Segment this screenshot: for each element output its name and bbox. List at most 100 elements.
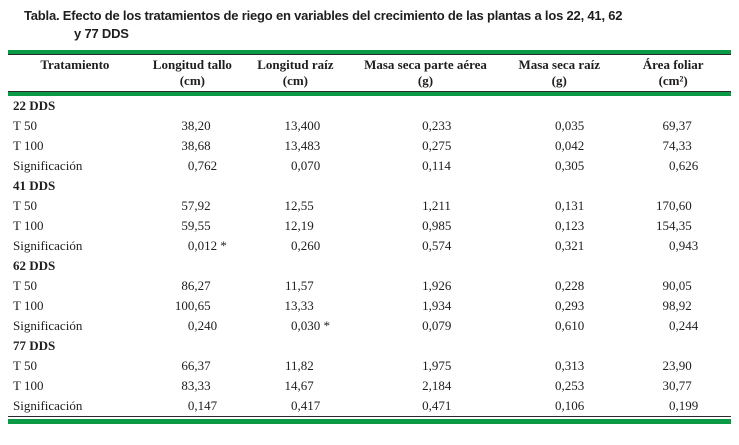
- treatment-label: Significación: [13, 318, 83, 333]
- value-cell: 0,244: [615, 316, 731, 336]
- treatment-label: T 50: [13, 198, 37, 213]
- value-cell: 0,943: [615, 236, 731, 256]
- value-frac-part: ,106: [561, 398, 585, 413]
- treatment-label: T 100: [13, 138, 44, 153]
- value-int-part: 83: [181, 378, 195, 393]
- column-header-masa-seca-parte-aerea: Masa seca parte aérea (g): [348, 55, 503, 91]
- column-label: Masa seca parte aérea: [364, 57, 487, 72]
- column-unit: (cm): [179, 73, 205, 88]
- value-int-part: 59: [181, 218, 195, 233]
- value-int-part: 0: [555, 358, 562, 373]
- value-int-part: 57: [181, 198, 195, 213]
- value-frac-part: ,985: [428, 218, 452, 233]
- value-cell: 2,184: [348, 376, 503, 396]
- value-frac-part: ,20: [194, 118, 211, 133]
- column-unit: (g): [551, 73, 567, 88]
- value-int-part: 74: [662, 138, 676, 153]
- value-frac-part: ,199: [675, 398, 699, 413]
- value-frac-part: ,244: [675, 318, 699, 333]
- column-label: Tratamiento: [40, 57, 110, 72]
- value-cell: 0,012 *: [142, 236, 243, 256]
- column-label: Masa seca raíz: [518, 57, 601, 72]
- value-frac-part: ,293: [561, 298, 585, 313]
- value-frac-part: ,240: [194, 318, 218, 333]
- section-label: 77 DDS: [13, 338, 56, 353]
- value-cell: 38,20: [142, 116, 243, 136]
- value-cell: 0,260: [243, 236, 348, 256]
- section-row: 41 DDS: [8, 176, 731, 196]
- value-int-part: 90: [662, 278, 676, 293]
- value-int-part: 13: [284, 138, 298, 153]
- value-int-part: 23: [662, 358, 676, 373]
- table-caption-line2: y 77 DDS: [74, 26, 129, 41]
- treatment-label: T 100: [13, 298, 44, 313]
- value-cell: 0,079: [348, 316, 503, 336]
- value-int-part: 100: [174, 298, 195, 313]
- value-int-part: 86: [181, 278, 195, 293]
- data-row: T 100 38,68 13,483 0,275 0,042 74,33: [8, 136, 731, 156]
- data-row: Significación 0,762 0,070 0,114 0,305 0,626: [8, 156, 731, 176]
- value-frac-part: ,19: [297, 218, 314, 233]
- value-cell: 170,60: [615, 196, 731, 216]
- top-rule: [8, 50, 731, 55]
- column-header-area-foliar: Área foliar (cm²): [615, 55, 731, 91]
- value-frac-part: ,313: [561, 358, 585, 373]
- value-int-part: 69: [662, 118, 676, 133]
- table-container: Tratamiento Longitud tallo (cm) Longitud…: [8, 50, 731, 424]
- value-int-part: 0: [422, 318, 429, 333]
- value-frac-part: ,079: [428, 318, 452, 333]
- value-int-part: 0: [422, 238, 429, 253]
- value-cell: 13,33: [243, 296, 348, 316]
- treatment-label: T 50: [13, 118, 37, 133]
- value-frac-part: ,926: [428, 278, 452, 293]
- column-label: Longitud tallo: [152, 57, 232, 72]
- value-cell: 0,574: [348, 236, 503, 256]
- value-cell: 0,123: [503, 216, 615, 236]
- value-int-part: 0: [668, 158, 676, 173]
- value-cell: 23,90: [615, 356, 731, 376]
- value-int-part: 0: [187, 318, 195, 333]
- value-cell: 74,33: [615, 136, 731, 156]
- value-int-part: 11: [284, 278, 298, 293]
- value-int-part: 0: [555, 278, 562, 293]
- value-int-part: 0: [422, 158, 429, 173]
- value-frac-part: ,253: [561, 378, 585, 393]
- value-int-part: 98: [662, 298, 676, 313]
- data-row: T 50 38,20 13,400 0,233 0,035 69,37: [8, 116, 731, 136]
- value-frac-part: ,67: [297, 378, 314, 393]
- value-frac-part: ,92: [675, 298, 692, 313]
- value-frac-part: ,610: [561, 318, 585, 333]
- value-cell: 0,070: [243, 156, 348, 176]
- data-row: Significación 0,012 * 0,260 0,574 0,321 0,943: [8, 236, 731, 256]
- column-unit: (cm): [282, 73, 309, 88]
- data-row: T 100 83,33 14,67 2,184 0,253 30,77: [8, 376, 731, 396]
- value-int-part: 170: [655, 198, 676, 213]
- value-cell: 0,147: [142, 396, 243, 416]
- value-frac-part: ,55: [194, 218, 211, 233]
- section-row: 22 DDS: [8, 96, 731, 116]
- value-cell: 0,030 *: [243, 316, 348, 336]
- value-frac-part: ,070: [297, 158, 321, 173]
- value-int-part: 0: [555, 218, 562, 233]
- value-cell: 0,106: [503, 396, 615, 416]
- value-int-part: 0: [290, 398, 298, 413]
- value-frac-part: ,260: [297, 238, 321, 253]
- value-cell: 0,275: [348, 136, 503, 156]
- value-int-part: 0: [422, 118, 429, 133]
- column-header-longitud-tallo: Longitud tallo (cm): [142, 55, 243, 91]
- value-cell: 0,610: [503, 316, 615, 336]
- value-cell: 11,82: [243, 356, 348, 376]
- treatment-label: T 100: [13, 218, 44, 233]
- value-cell: 14,67: [243, 376, 348, 396]
- value-cell: 0,417: [243, 396, 348, 416]
- body-table: 22 DDS T 50 38,20 13,400 0,233 0,035 69,37 T 10…: [8, 96, 731, 416]
- value-int-part: 11: [284, 358, 298, 373]
- value-frac-part: ,030 *: [297, 318, 330, 333]
- section-label: 22 DDS: [13, 98, 56, 113]
- column-header-tratamiento: Tratamiento: [8, 55, 142, 91]
- value-int-part: 1: [422, 278, 429, 293]
- column-header-masa-seca-raiz: Masa seca raíz (g): [503, 55, 615, 91]
- value-frac-part: ,211: [428, 198, 451, 213]
- value-int-part: 0: [668, 318, 676, 333]
- value-frac-part: ,042: [561, 138, 585, 153]
